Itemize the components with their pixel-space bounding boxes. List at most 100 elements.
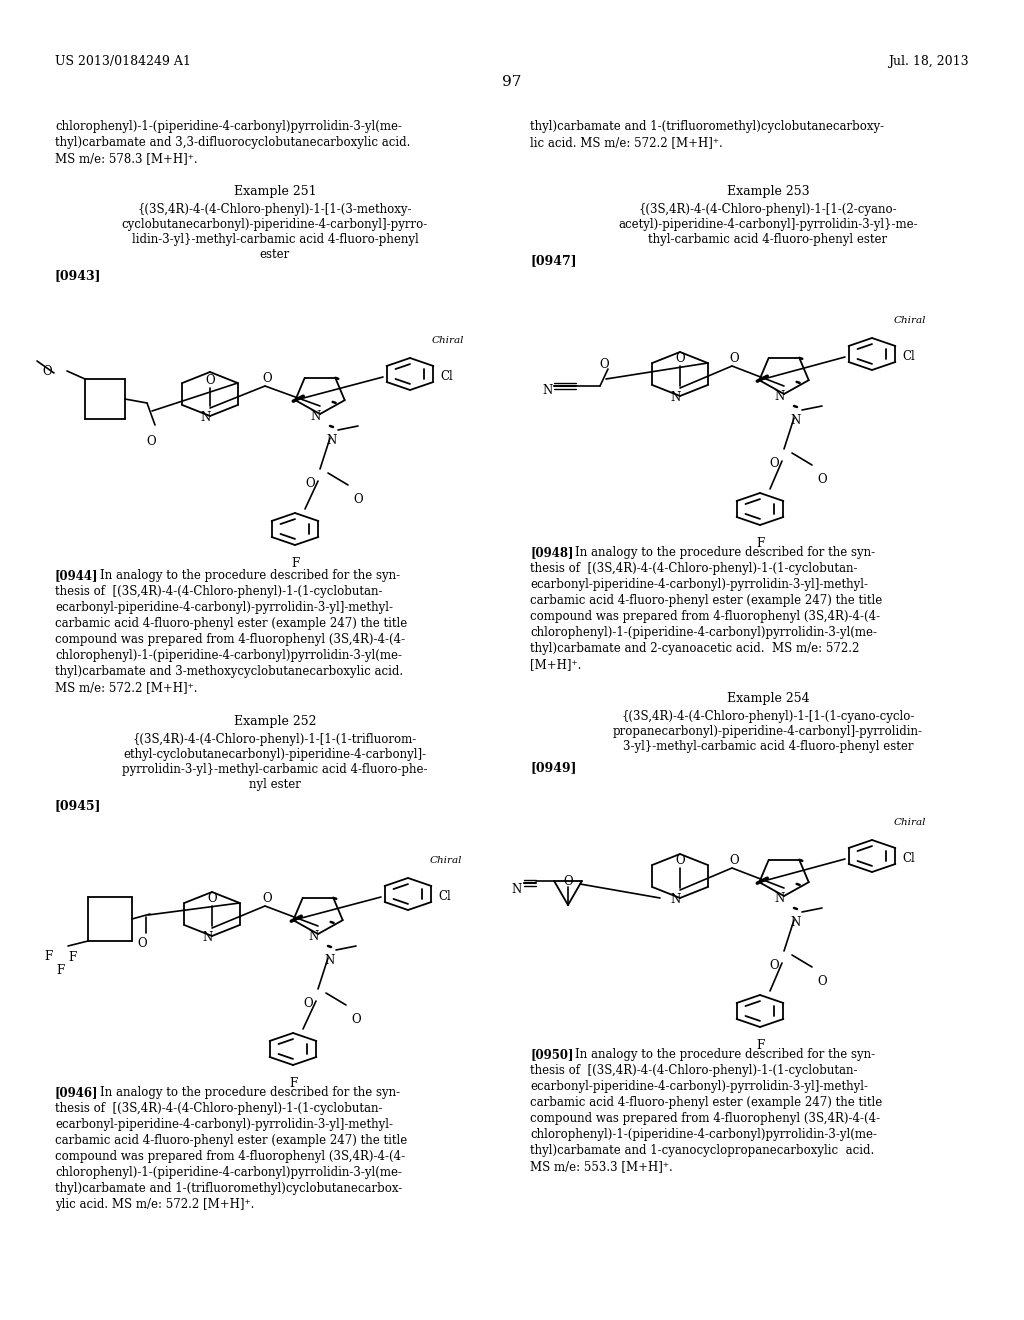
Text: MS m/e: 553.3 [M+H]⁺.: MS m/e: 553.3 [M+H]⁺. [530,1160,673,1173]
Text: {(3S,4R)-4-(4-Chloro-phenyl)-1-[1-(1-cyano-cyclo-: {(3S,4R)-4-(4-Chloro-phenyl)-1-[1-(1-cya… [622,710,914,723]
Text: 97: 97 [503,75,521,88]
Text: [0950]: [0950] [530,1048,573,1061]
Text: {(3S,4R)-4-(4-Chloro-phenyl)-1-[1-(3-methoxy-: {(3S,4R)-4-(4-Chloro-phenyl)-1-[1-(3-met… [138,203,413,216]
Text: lic acid. MS m/e: 572.2 [M+H]⁺.: lic acid. MS m/e: 572.2 [M+H]⁺. [530,136,723,149]
Text: O: O [207,892,217,906]
Text: In analogy to the procedure described for the syn-: In analogy to the procedure described fo… [100,1086,400,1100]
Text: In analogy to the procedure described for the syn-: In analogy to the procedure described fo… [100,569,400,582]
Text: O: O [262,372,271,385]
Text: compound was prepared from 4-fluorophenyl (3S,4R)-4-(4-: compound was prepared from 4-fluoropheny… [55,1150,406,1163]
Text: thyl)carbamate and 3-methoxycyclobutanecarboxylic acid.: thyl)carbamate and 3-methoxycyclobutanec… [55,665,403,678]
Text: ecarbonyl-piperidine-4-carbonyl)-pyrrolidin-3-yl]-methyl-: ecarbonyl-piperidine-4-carbonyl)-pyrroli… [55,1118,393,1131]
Text: propanecarbonyl)-piperidine-4-carbonyl]-pyrrolidin-: propanecarbonyl)-piperidine-4-carbonyl]-… [613,725,923,738]
Text: thyl)carbamate and 3,3-difluorocyclobutanecarboxylic acid.: thyl)carbamate and 3,3-difluorocyclobuta… [55,136,411,149]
Text: ylic acid. MS m/e: 572.2 [M+H]⁺.: ylic acid. MS m/e: 572.2 [M+H]⁺. [55,1199,254,1210]
Text: [0946]: [0946] [55,1086,98,1100]
Text: thesis of  [(3S,4R)-4-(4-Chloro-phenyl)-1-(1-cyclobutan-: thesis of [(3S,4R)-4-(4-Chloro-phenyl)-1… [530,1064,857,1077]
Text: N: N [671,894,681,906]
Text: chlorophenyl)-1-(piperidine-4-carbonyl)pyrrolidin-3-yl(me-: chlorophenyl)-1-(piperidine-4-carbonyl)p… [530,1129,877,1140]
Text: [0948]: [0948] [530,546,573,558]
Text: [M+H]⁺.: [M+H]⁺. [530,657,582,671]
Text: O: O [353,492,362,506]
Text: O: O [146,436,156,447]
Text: O: O [205,374,215,387]
Text: O: O [303,997,312,1010]
Text: F: F [56,964,65,977]
Text: F: F [756,537,764,550]
Text: 3-yl}-methyl-carbamic acid 4-fluoro-phenyl ester: 3-yl}-methyl-carbamic acid 4-fluoro-phen… [623,741,913,752]
Text: O: O [675,352,685,366]
Text: O: O [769,457,779,470]
Text: F: F [756,1039,764,1052]
Text: F: F [289,1077,297,1090]
Text: O: O [351,1012,360,1026]
Text: Example 252: Example 252 [233,715,316,729]
Text: thyl)carbamate and 1-cyanocyclopropanecarboxylic  acid.: thyl)carbamate and 1-cyanocyclopropaneca… [530,1144,874,1158]
Text: ecarbonyl-piperidine-4-carbonyl)-pyrrolidin-3-yl]-methyl-: ecarbonyl-piperidine-4-carbonyl)-pyrroli… [530,1080,868,1093]
Text: Example 253: Example 253 [727,185,809,198]
Text: Cl: Cl [902,851,914,865]
Text: thyl-carbamic acid 4-fluoro-phenyl ester: thyl-carbamic acid 4-fluoro-phenyl ester [648,234,888,246]
Text: O: O [262,892,271,906]
Text: Cl: Cl [902,350,914,363]
Text: US 2013/0184249 A1: US 2013/0184249 A1 [55,55,190,69]
Text: N: N [203,931,213,944]
Text: compound was prepared from 4-fluorophenyl (3S,4R)-4-(4-: compound was prepared from 4-fluoropheny… [55,634,406,645]
Text: thyl)carbamate and 1-(trifluoromethyl)cyclobutanecarboxy-: thyl)carbamate and 1-(trifluoromethyl)cy… [530,120,884,133]
Text: carbamic acid 4-fluoro-phenyl ester (example 247) the title: carbamic acid 4-fluoro-phenyl ester (exa… [55,616,408,630]
Text: ecarbonyl-piperidine-4-carbonyl)-pyrrolidin-3-yl]-methyl-: ecarbonyl-piperidine-4-carbonyl)-pyrroli… [55,601,393,614]
Text: In analogy to the procedure described for the syn-: In analogy to the procedure described fo… [575,546,876,558]
Text: thyl)carbamate and 2-cyanoacetic acid.  MS m/e: 572.2: thyl)carbamate and 2-cyanoacetic acid. M… [530,642,859,655]
Text: N: N [791,916,801,929]
Text: N: N [309,931,319,942]
Text: ecarbonyl-piperidine-4-carbonyl)-pyrrolidin-3-yl]-methyl-: ecarbonyl-piperidine-4-carbonyl)-pyrroli… [530,578,868,591]
Text: O: O [305,477,314,490]
Text: compound was prepared from 4-fluorophenyl (3S,4R)-4-(4-: compound was prepared from 4-fluoropheny… [530,610,880,623]
Text: ester: ester [260,248,290,261]
Text: N: N [201,411,211,424]
Text: Example 254: Example 254 [727,692,809,705]
Text: O: O [729,352,738,366]
Text: MS m/e: 578.3 [M+H]⁺.: MS m/e: 578.3 [M+H]⁺. [55,152,198,165]
Text: N: N [327,434,337,447]
Text: {(3S,4R)-4-(4-Chloro-phenyl)-1-[1-(2-cyano-: {(3S,4R)-4-(4-Chloro-phenyl)-1-[1-(2-cya… [639,203,897,216]
Text: O: O [817,473,826,486]
Text: carbamic acid 4-fluoro-phenyl ester (example 247) the title: carbamic acid 4-fluoro-phenyl ester (exa… [530,1096,883,1109]
Text: O: O [563,875,572,888]
Text: lidin-3-yl}-methyl-carbamic acid 4-fluoro-phenyl: lidin-3-yl}-methyl-carbamic acid 4-fluor… [132,234,419,246]
Text: N: N [543,384,553,397]
Text: carbamic acid 4-fluoro-phenyl ester (example 247) the title: carbamic acid 4-fluoro-phenyl ester (exa… [55,1134,408,1147]
Text: ethyl-cyclobutanecarbonyl)-piperidine-4-carbonyl]-: ethyl-cyclobutanecarbonyl)-piperidine-4-… [124,748,427,762]
Text: F: F [68,950,76,964]
Text: thesis of  [(3S,4R)-4-(4-Chloro-phenyl)-1-(1-cyclobutan-: thesis of [(3S,4R)-4-(4-Chloro-phenyl)-1… [530,562,857,576]
Text: Cl: Cl [438,890,451,903]
Text: pyrrolidin-3-yl}-methyl-carbamic acid 4-fluoro-phe-: pyrrolidin-3-yl}-methyl-carbamic acid 4-… [122,763,428,776]
Text: Chiral: Chiral [430,855,463,865]
Text: chlorophenyl)-1-(piperidine-4-carbonyl)pyrrolidin-3-yl(me-: chlorophenyl)-1-(piperidine-4-carbonyl)p… [55,120,402,133]
Text: O: O [599,358,609,371]
Text: [0944]: [0944] [55,569,98,582]
Text: O: O [137,937,146,950]
Text: [0943]: [0943] [55,269,101,282]
Text: thesis of  [(3S,4R)-4-(4-Chloro-phenyl)-1-(1-cyclobutan-: thesis of [(3S,4R)-4-(4-Chloro-phenyl)-1… [55,1102,383,1115]
Text: cyclobutanecarbonyl)-piperidine-4-carbonyl]-pyrro-: cyclobutanecarbonyl)-piperidine-4-carbon… [122,218,428,231]
Text: N: N [775,389,785,403]
Text: Chiral: Chiral [894,818,927,828]
Text: MS m/e: 572.2 [M+H]⁺.: MS m/e: 572.2 [M+H]⁺. [55,681,198,694]
Text: nyl ester: nyl ester [249,777,301,791]
Text: O: O [817,975,826,987]
Text: Jul. 18, 2013: Jul. 18, 2013 [889,55,969,69]
Text: chlorophenyl)-1-(piperidine-4-carbonyl)pyrrolidin-3-yl(me-: chlorophenyl)-1-(piperidine-4-carbonyl)p… [55,649,402,663]
Text: O: O [769,960,779,972]
Text: In analogy to the procedure described for the syn-: In analogy to the procedure described fo… [575,1048,876,1061]
Text: [0949]: [0949] [530,762,577,774]
Text: N: N [671,391,681,404]
Text: N: N [511,883,521,896]
Text: Chiral: Chiral [894,315,927,325]
Text: chlorophenyl)-1-(piperidine-4-carbonyl)pyrrolidin-3-yl(me-: chlorophenyl)-1-(piperidine-4-carbonyl)p… [55,1166,402,1179]
Text: [0945]: [0945] [55,799,101,812]
Text: Cl: Cl [440,370,453,383]
Text: O: O [675,854,685,867]
Text: O: O [729,854,738,867]
Text: N: N [325,954,335,968]
